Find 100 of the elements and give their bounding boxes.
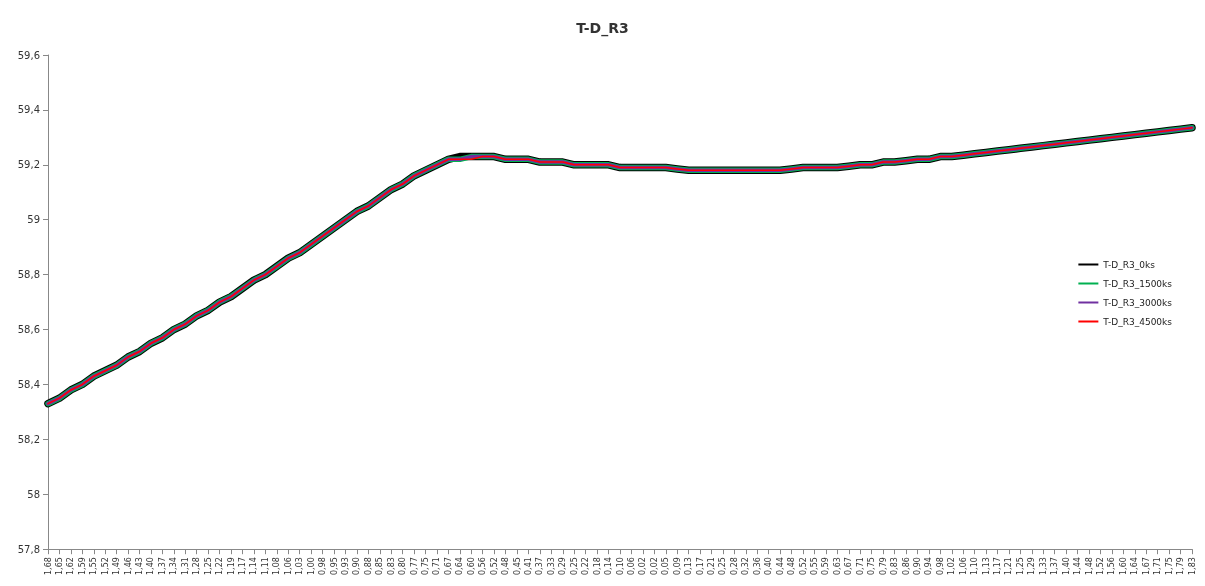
- x-tick-label: 0,67: [443, 557, 453, 575]
- x-tick-label: 0,02: [649, 557, 659, 575]
- y-tick-label: 58,8: [17, 269, 40, 281]
- x-tick-label: 1,25: [203, 557, 213, 575]
- x-tick-label: 1,06: [283, 557, 293, 575]
- x-tick-label: 0,71: [432, 557, 442, 575]
- x-tick-label: 1,17: [237, 557, 247, 575]
- x-tick-label: 1,29: [1027, 557, 1037, 575]
- x-tick-label: 0,25: [718, 557, 728, 575]
- x-tick-label: 1,75: [1164, 557, 1174, 575]
- x-tick-label: 0,63: [832, 557, 842, 575]
- x-tick-label: 0,02: [638, 557, 648, 575]
- x-tick-label: 0,98: [318, 557, 328, 575]
- x-tick-label: 0,75: [867, 557, 877, 575]
- x-tick-label: 0,32: [741, 557, 751, 575]
- x-tick-label: 0,52: [798, 557, 808, 575]
- chart-title: T-D_R3: [576, 20, 629, 37]
- x-tick-label: 0,83: [386, 557, 396, 575]
- x-tick-label: 1,55: [89, 557, 99, 575]
- x-tick-label: 0,06: [626, 557, 636, 575]
- x-tick-label: 0,28: [729, 557, 739, 575]
- x-tick-label: 1,43: [135, 557, 145, 575]
- x-tick-label: 1,02: [947, 557, 957, 575]
- x-tick-label: 0,85: [375, 557, 385, 575]
- x-tick-label: 0,88: [363, 557, 373, 575]
- x-tick-label: 1,03: [295, 557, 305, 575]
- x-tick-label: 1,52: [100, 557, 110, 575]
- x-tick-label: 1,17: [993, 557, 1003, 575]
- x-tick-label: 0,21: [707, 557, 717, 575]
- y-tick-label: 57,8: [17, 543, 40, 555]
- x-tick-label: 0,86: [901, 557, 911, 575]
- x-tick-label: 0,13: [684, 557, 694, 575]
- x-tick-label: 0,94: [924, 557, 934, 575]
- x-tick-label: 0,90: [352, 557, 362, 575]
- x-tick-label: 0,18: [592, 557, 602, 575]
- x-tick-label: 1,28: [192, 557, 202, 575]
- y-tick-label: 59: [27, 214, 40, 226]
- x-tick-label: 0,55: [809, 557, 819, 575]
- x-tick-label: 1,64: [1130, 557, 1140, 575]
- legend-label: T-D_R3_4500ks: [1102, 316, 1173, 327]
- x-tick-label: 1,65: [54, 557, 64, 575]
- x-tick-label: 0,33: [546, 557, 556, 575]
- x-tick-label: 0,90: [912, 557, 922, 575]
- y-tick-label: 58,2: [17, 433, 40, 445]
- x-tick-label: 1,40: [1061, 557, 1071, 575]
- x-tick-label: 1,44: [1073, 557, 1083, 575]
- x-tick-label: 1,52: [1095, 557, 1105, 575]
- x-tick-label: 1,33: [1038, 557, 1048, 575]
- y-tick-label: 59,6: [17, 49, 40, 61]
- x-tick-label: 1,59: [77, 557, 87, 575]
- x-tick-label: 0,17: [695, 557, 705, 575]
- x-tick-label: 0,60: [466, 557, 476, 575]
- x-tick-label: 0,83: [890, 557, 900, 575]
- x-tick-label: 1,25: [1015, 557, 1025, 575]
- legend-label: T-D_R3_0ks: [1102, 259, 1156, 270]
- x-tick-label: 0,37: [535, 557, 545, 575]
- x-tick-label: 0,56: [478, 557, 488, 575]
- x-tick-label: 1,46: [123, 557, 133, 575]
- x-tick-label: 0,75: [421, 557, 431, 575]
- x-tick-label: 0,52: [489, 557, 499, 575]
- x-tick-label: 0,40: [764, 557, 774, 575]
- y-tick-label: 58,4: [17, 378, 40, 390]
- x-tick-label: 0,05: [661, 557, 671, 575]
- x-tick-label: 0,29: [558, 557, 568, 575]
- x-tick-label: 0,59: [821, 557, 831, 575]
- legend-label: T-D_R3_3000ks: [1102, 297, 1173, 308]
- x-tick-label: 0,36: [752, 557, 762, 575]
- x-tick-label: 0,95: [329, 557, 339, 575]
- x-tick-label: 1,00: [306, 557, 316, 575]
- x-tick-label: 1,14: [249, 557, 259, 575]
- x-tick-label: 1,06: [958, 557, 968, 575]
- x-tick-label: 1,21: [1004, 557, 1014, 575]
- x-tick-label: 0,80: [398, 557, 408, 575]
- x-tick-label: 1,62: [66, 557, 76, 575]
- y-tick-label: 58,6: [17, 324, 40, 336]
- x-tick-label: 1,11: [260, 557, 270, 575]
- x-tick-label: 0,14: [604, 557, 614, 575]
- x-tick-label: 1,49: [112, 557, 122, 575]
- x-tick-label: 0,79: [878, 557, 888, 575]
- y-tick-label: 58: [27, 488, 40, 500]
- x-tick-label: 0,48: [787, 557, 797, 575]
- x-tick-label: 1,68: [43, 557, 53, 575]
- x-tick-label: 1,67: [1141, 557, 1151, 575]
- x-tick-label: 0,41: [523, 557, 533, 575]
- x-tick-label: 0,77: [409, 557, 419, 575]
- x-tick-label: 1,71: [1153, 557, 1163, 575]
- x-tick-label: 1,79: [1176, 557, 1186, 575]
- x-tick-label: 0,09: [672, 557, 682, 575]
- y-tick-label: 59,2: [17, 159, 40, 171]
- x-tick-label: 0,64: [455, 557, 465, 575]
- x-tick-label: 0,71: [855, 557, 865, 575]
- x-tick-label: 0,98: [935, 557, 945, 575]
- x-tick-label: 1,40: [146, 557, 156, 575]
- x-tick-label: 1,83: [1187, 557, 1197, 575]
- x-tick-label: 0,93: [340, 557, 350, 575]
- x-tick-label: 1,56: [1107, 557, 1117, 575]
- x-tick-label: 0,44: [775, 557, 785, 575]
- x-tick-label: 0,22: [581, 557, 591, 575]
- x-tick-label: 0,45: [512, 557, 522, 575]
- x-tick-label: 1,19: [226, 557, 236, 575]
